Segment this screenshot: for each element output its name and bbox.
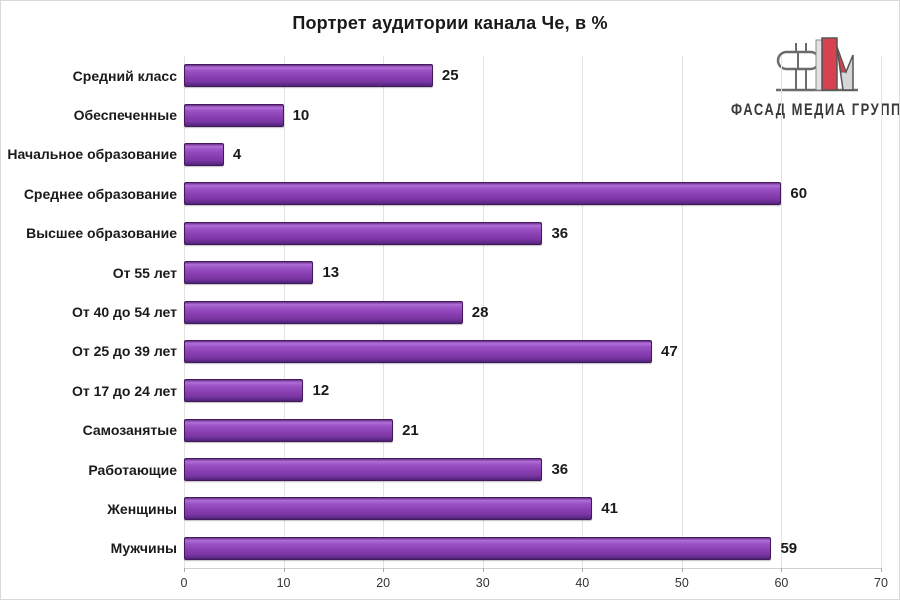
- bar-row: 59: [184, 529, 881, 568]
- value-label: 59: [780, 539, 798, 557]
- category-labels: Средний класс Обеспеченные Начальное образ…: [1, 56, 177, 568]
- bar: [184, 418, 394, 442]
- tick-mark: [881, 568, 882, 572]
- value-label: 25: [441, 67, 459, 85]
- logo-text: ФАСАД МЕДИА ГРУПП: [731, 100, 900, 119]
- tick-mark: [283, 568, 285, 572]
- bar: [184, 64, 433, 88]
- bar-row: 47: [184, 332, 881, 371]
- category-label: Работающие: [88, 461, 177, 478]
- category-label: От 17 до 24 лет: [71, 382, 177, 399]
- category-label: Высшее образование: [26, 225, 177, 242]
- tick-label: 20: [376, 576, 391, 590]
- value-label: 13: [322, 264, 340, 282]
- value-label: 36: [551, 224, 569, 242]
- gridline-60: [781, 56, 783, 568]
- tick-label: 50: [674, 576, 689, 590]
- category-label: Среднее образование: [23, 185, 177, 202]
- bar: [184, 379, 304, 403]
- bar-row: 4: [184, 135, 881, 174]
- bar-row: 36: [184, 214, 881, 253]
- value-label: 4: [232, 145, 242, 163]
- bar-row: 10: [184, 95, 881, 134]
- tick-label: 40: [575, 576, 590, 590]
- plot-area: 25 10 4 60 36 13 28 47 12 21 36 41 59: [184, 56, 882, 569]
- bar-row: 13: [184, 253, 881, 292]
- category-label: От 55 лет: [112, 264, 177, 281]
- tick-mark: [582, 568, 584, 572]
- logo: ФАСАД МЕДИА ГРУПП: [731, 27, 899, 119]
- bar: [184, 300, 463, 324]
- bar-row: 21: [184, 411, 881, 450]
- value-label: 21: [402, 421, 419, 439]
- x-axis: 0 10 20 30 40 50 60 70: [180, 568, 888, 598]
- tick-mark: [184, 568, 185, 572]
- chart-title: Портрет аудитории канала Че, в %: [292, 13, 608, 33]
- bar-row: 25: [184, 56, 881, 95]
- bar: [184, 458, 543, 482]
- bar: [184, 182, 782, 206]
- tick-label: 0: [180, 576, 188, 590]
- tick-mark: [383, 568, 385, 572]
- bar-rows: 25 10 4 60 36 13 28 47 12 21 36 41 59: [184, 56, 881, 568]
- logo-mark: [776, 37, 858, 92]
- tick-label: 10: [276, 576, 291, 590]
- value-label: 60: [790, 185, 808, 203]
- category-label: Мужчины: [110, 540, 177, 557]
- category-label: Самозанятые: [82, 422, 177, 439]
- bar: [184, 261, 314, 285]
- bar-row: 28: [184, 292, 881, 331]
- category-label: Средний класс: [72, 67, 177, 84]
- category-label: Обеспеченные: [73, 107, 177, 124]
- bar-row: 60: [184, 174, 881, 213]
- gridline-30: [482, 56, 484, 568]
- value-label: 36: [551, 461, 569, 479]
- bar-row: 36: [184, 450, 881, 489]
- category-label: От 40 до 54 лет: [71, 304, 177, 321]
- value-label: 47: [660, 342, 678, 360]
- category-label: От 25 до 39 лет: [71, 343, 177, 360]
- value-label: 10: [292, 106, 310, 124]
- value-label: 12: [312, 382, 330, 400]
- bar: [184, 339, 652, 363]
- gridline-50: [681, 56, 683, 568]
- bar: [184, 497, 593, 521]
- tick-label: 30: [475, 576, 490, 590]
- gridline-70: [881, 56, 882, 568]
- bar: [184, 103, 284, 127]
- tick-label: 70: [874, 576, 888, 590]
- bar: [184, 142, 224, 166]
- bar: [184, 536, 772, 560]
- tick-label: 60: [774, 576, 789, 590]
- tick-mark: [482, 568, 484, 572]
- bar-row: 41: [184, 489, 881, 528]
- value-label: 28: [471, 303, 489, 321]
- tick-mark: [781, 568, 783, 572]
- category-label: Женщины: [107, 500, 177, 517]
- value-label: 41: [601, 500, 618, 518]
- bar: [184, 221, 543, 245]
- category-label: Начальное образование: [7, 146, 177, 163]
- gridline-40: [582, 56, 584, 568]
- bar-row: 12: [184, 371, 881, 410]
- tick-mark: [681, 568, 683, 572]
